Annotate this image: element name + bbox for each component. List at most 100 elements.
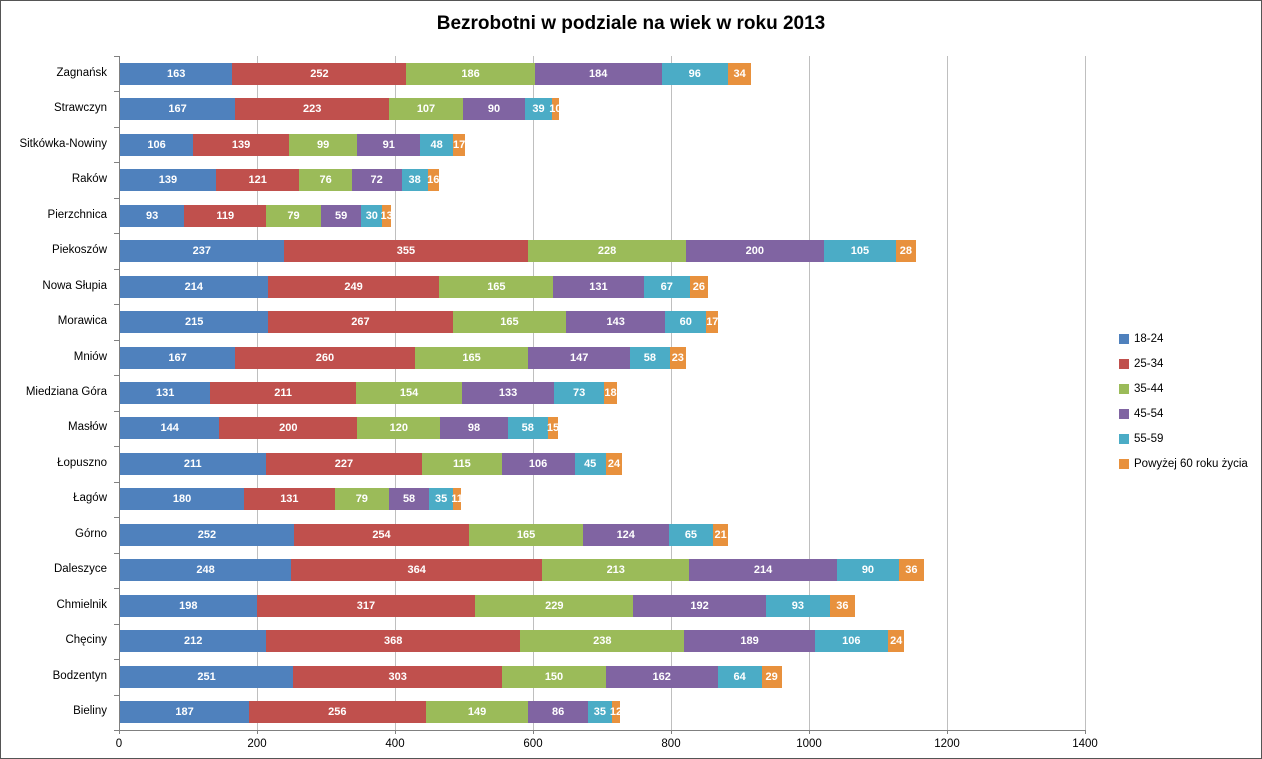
bar-segment: 215 <box>120 311 269 334</box>
x-axis-tick-label: 200 <box>247 738 267 750</box>
bar-row: 187 256 149 86 35 12 <box>120 701 622 724</box>
bar-value-label: 90 <box>487 103 501 116</box>
y-axis-tick-mark <box>114 233 119 235</box>
y-axis-tick-mark <box>114 446 119 448</box>
bar-row: 106 139 99 91 48 17 <box>120 133 465 156</box>
y-axis-tick-mark <box>114 304 119 306</box>
bar-segment: 48 <box>420 133 454 156</box>
bar-segment: 91 <box>357 133 421 156</box>
x-axis-tick-label: 400 <box>385 738 405 750</box>
x-axis-tick-label: 1000 <box>796 738 822 750</box>
gridline <box>1085 56 1086 730</box>
bar-segment: 16 <box>427 169 439 192</box>
bar-value-label: 99 <box>317 138 330 151</box>
gridline <box>671 56 672 730</box>
bar-value-label: 65 <box>684 528 698 541</box>
bar-segment: 214 <box>689 559 837 582</box>
bar-value-label: 67 <box>660 280 673 293</box>
bar-value-label: 91 <box>382 138 395 151</box>
bar-value-label: 186 <box>461 67 480 80</box>
bar-value-label: 10 <box>549 103 562 116</box>
bar-value-label: 58 <box>521 422 534 435</box>
y-axis-tick-mark <box>114 339 119 341</box>
bar-value-label: 24 <box>607 457 621 470</box>
bar-value-label: 24 <box>890 635 903 648</box>
bar-value-label: 58 <box>643 351 656 364</box>
bar-segment: 237 <box>120 240 284 263</box>
x-axis-tick-mark <box>257 730 258 734</box>
bar-row: 180 131 79 58 35 11 <box>120 488 463 511</box>
bar-value-label: 260 <box>315 351 335 364</box>
legend-item: 25-34 <box>1119 358 1248 370</box>
bar-segment: 28 <box>896 240 916 263</box>
bar-segment: 154 <box>355 382 463 404</box>
bar-segment: 98 <box>440 417 508 440</box>
bar-value-label: 35 <box>435 493 448 506</box>
bar-value-label: 107 <box>416 103 436 116</box>
x-axis-tick-mark <box>533 730 534 734</box>
legend-item: Powyżej 60 roku życia <box>1119 458 1248 470</box>
bar-segment: 211 <box>210 382 356 404</box>
x-axis-tick-mark <box>947 730 948 734</box>
bar-value-label: 167 <box>168 351 187 364</box>
x-axis-tick-label: 600 <box>523 738 543 750</box>
bar-value-label: 45 <box>584 457 597 470</box>
bar-value-label: 143 <box>606 316 625 329</box>
bar-value-label: 64 <box>733 670 746 683</box>
bar-segment: 93 <box>120 204 185 227</box>
bar-row: 139 121 76 72 38 16 <box>120 169 439 192</box>
bar-value-label: 212 <box>183 635 203 648</box>
bar-value-label: 165 <box>462 351 481 364</box>
legend-swatch-icon <box>1119 434 1129 444</box>
bar-segment: 79 <box>266 204 321 227</box>
bar-value-label: 36 <box>905 564 918 577</box>
category-axis-label: Raków <box>71 173 107 186</box>
bar-row: 211 227 115 106 45 24 <box>120 452 623 475</box>
bar-segment: 58 <box>629 346 670 369</box>
bar-segment: 364 <box>291 559 543 582</box>
category-axis-label: Morawica <box>57 315 107 328</box>
bar-value-label: 106 <box>842 635 861 648</box>
x-axis-tick-label: 1200 <box>934 738 960 750</box>
bar-value-label: 238 <box>593 635 612 648</box>
bar-segment: 260 <box>235 346 415 369</box>
bar-row: 248 364 213 214 90 36 <box>120 559 924 582</box>
bar-segment: 17 <box>453 133 465 156</box>
bar-value-label: 76 <box>319 174 332 187</box>
legend-swatch-icon <box>1119 409 1129 419</box>
legend-label: Powyżej 60 roku życia <box>1134 458 1248 470</box>
bar-segment: 163 <box>120 62 233 85</box>
category-axis-label: Chmielnik <box>56 598 108 611</box>
bar-segment: 167 <box>120 346 236 369</box>
bar-segment: 45 <box>574 452 606 475</box>
bar-value-label: 98 <box>467 422 481 435</box>
bar-segment: 150 <box>502 665 606 688</box>
bar-value-label: 215 <box>184 316 204 329</box>
bar-segment: 131 <box>120 382 211 404</box>
bar-value-label: 29 <box>765 670 778 683</box>
bar-value-label: 154 <box>399 387 419 399</box>
legend-swatch-icon <box>1119 384 1129 394</box>
bar-value-label: 139 <box>231 138 251 151</box>
chart-title: Bezrobotni w podziale na wiek w roku 201… <box>436 13 826 34</box>
bar-value-label: 223 <box>302 103 322 116</box>
bar-segment: 162 <box>605 665 718 688</box>
bar-value-label: 150 <box>544 670 564 683</box>
y-axis-tick-mark <box>114 517 119 519</box>
bar-row: 215 267 165 143 60 17 <box>120 311 718 334</box>
bar-segment: 252 <box>120 523 294 546</box>
y-axis-tick-mark <box>114 268 119 270</box>
bar-value-label: 120 <box>389 422 408 435</box>
bar-value-label: 317 <box>356 599 376 612</box>
bar-value-label: 105 <box>850 245 870 258</box>
bar-segment: 107 <box>389 98 463 121</box>
bar-segment: 186 <box>406 62 535 85</box>
bar-segment: 58 <box>389 488 430 511</box>
bar-value-label: 187 <box>175 706 194 719</box>
y-axis-tick-mark <box>114 410 119 412</box>
bar-row: 163 252 186 184 96 34 <box>120 62 752 85</box>
bar-segment: 24 <box>605 452 623 475</box>
legend-label: 35-44 <box>1134 383 1164 395</box>
bar-value-label: 131 <box>589 280 608 293</box>
